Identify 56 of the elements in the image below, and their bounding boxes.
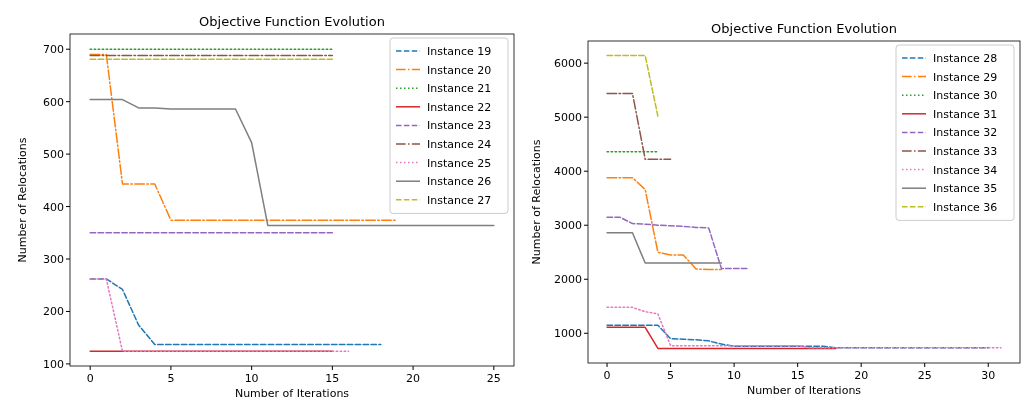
x-tick-label: 0 (603, 369, 611, 382)
x-tick-label: 20 (854, 369, 869, 382)
y-tick-label: 100 (43, 357, 64, 371)
y-tick-label: 2000 (554, 273, 582, 287)
x-axis-title: Number of Iterations (234, 387, 350, 400)
legend-label: Instance 29 (933, 70, 998, 84)
x-axis-title: Number of Iterations (746, 384, 862, 397)
legend-label: Instance 36 (933, 200, 998, 214)
line-series (606, 176, 723, 271)
legend-label: Instance 19 (427, 45, 492, 58)
y-axis-title: Number of Relocations (16, 137, 29, 263)
legend-label: Instance 27 (427, 193, 492, 207)
legend-label: Instance 21 (427, 82, 492, 96)
y-tick-label: 700 (43, 43, 64, 57)
line-series (606, 216, 748, 270)
legend-label: Instance 25 (427, 156, 492, 170)
line-series (606, 324, 989, 349)
y-tick-label: 4000 (554, 165, 582, 179)
y-tick-label: 500 (43, 148, 64, 162)
chart-title: Objective Function Evolution (199, 14, 385, 29)
legend-label: Instance 20 (427, 63, 492, 77)
legend-label: Instance 31 (933, 107, 998, 121)
y-axis-title: Number of Relocations (530, 139, 543, 265)
x-tick-label: 10 (727, 369, 742, 382)
legend-label: Instance 32 (933, 126, 998, 140)
x-tick-label: 5 (167, 372, 175, 385)
y-tick-label: 5000 (554, 111, 582, 125)
legend-label: Instance 35 (933, 182, 998, 196)
y-tick-label: 400 (43, 200, 64, 214)
line-series (89, 98, 495, 227)
legend-label: Instance 24 (427, 138, 492, 151)
x-tick-label: 25 (917, 369, 932, 382)
y-tick-label: 300 (43, 253, 64, 266)
x-tick-label: 25 (486, 372, 501, 385)
chart-title: Objective Function Evolution (711, 21, 897, 36)
legend-label: Instance 33 (933, 145, 998, 158)
legend-label: Instance 34 (933, 163, 998, 177)
legend-label: Instance 28 (933, 52, 998, 65)
x-tick-label: 5 (667, 369, 675, 382)
y-tick-label: 6000 (554, 57, 582, 71)
line-series (606, 306, 1002, 349)
x-tick-label: 10 (244, 372, 259, 385)
y-tick-label: 1000 (554, 327, 582, 341)
x-tick-label: 0 (86, 372, 94, 385)
line-series (89, 278, 382, 346)
x-tick-label: 15 (325, 372, 340, 385)
y-tick-label: 600 (43, 95, 64, 109)
x-tick-label: 15 (790, 369, 805, 382)
x-tick-label: 30 (981, 369, 996, 382)
y-tick-label: 3000 (554, 219, 582, 233)
legend-label: Instance 26 (427, 175, 492, 189)
x-tick-label: 20 (406, 372, 421, 385)
legend-label: Instance 23 (427, 119, 492, 133)
legend-label: Instance 30 (933, 89, 998, 103)
y-tick-label: 200 (43, 305, 64, 319)
legend-label: Instance 22 (427, 100, 492, 114)
